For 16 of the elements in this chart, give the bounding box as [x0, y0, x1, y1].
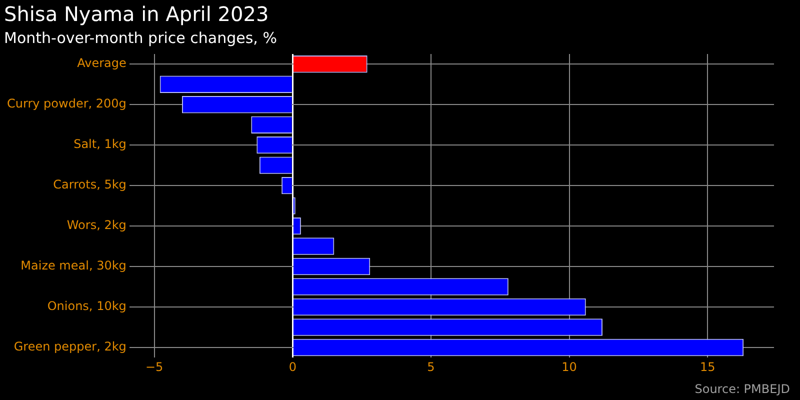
x-tick-label: 10: [562, 360, 577, 374]
x-tick-label: 5: [427, 360, 435, 374]
chart-title: Shisa Nyama in April 2023: [4, 2, 269, 26]
x-tick-label: 0: [288, 360, 296, 374]
y-tick-label: Curry powder, 200g: [6, 96, 126, 111]
y-tick-label: Carrots, 5kg: [53, 178, 126, 192]
y-tick-label: Maize meal, 30kg: [20, 258, 126, 273]
y-tick-label: Salt, 1kg: [74, 137, 126, 152]
chart-subtitle: Month-over-month price changes, %: [4, 28, 277, 47]
y-tick-label: Green pepper, 2kg: [14, 340, 126, 354]
source-note: Source: PMBEJD: [694, 382, 790, 396]
x-tick-label: −5: [145, 360, 164, 374]
y-tick-label: Onions, 10kg: [47, 299, 126, 314]
y-tick-label: Average: [77, 56, 126, 70]
x-tick-label: 15: [700, 360, 716, 374]
y-tick-label: Wors, 2kg: [66, 218, 126, 232]
